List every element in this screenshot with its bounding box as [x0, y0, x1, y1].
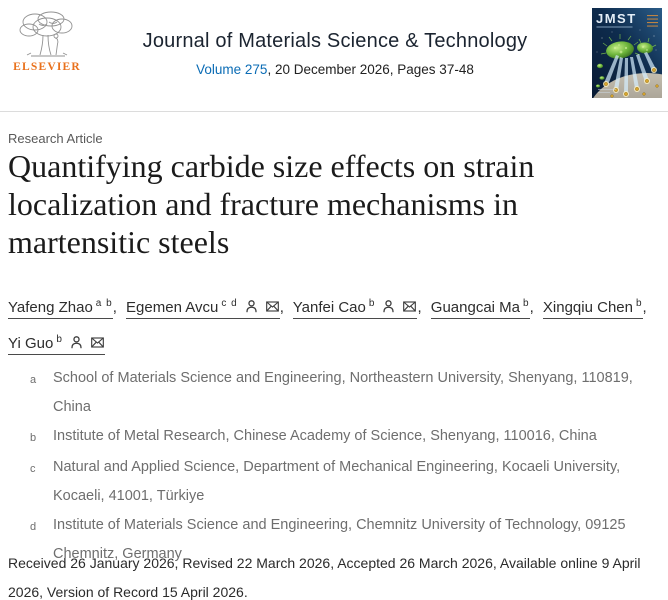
journal-title-block: Journal of Materials Science & Technolog…	[90, 30, 580, 77]
affiliation-label: b	[30, 432, 37, 444]
author-entry: Yanfei Cao b,	[292, 298, 427, 319]
elsevier-logo[interactable]: ELSEVIER	[8, 10, 86, 73]
author-list: Yafeng Zhao a b, Egemen Avcu c d, Yanfei C…	[8, 289, 663, 361]
author-entry: Xingqiu Chen b,	[542, 298, 652, 319]
affiliation-item: a School of Materials Science and Engine…	[8, 364, 658, 422]
author-separator: ,	[417, 299, 422, 316]
author-link[interactable]: Yafeng Zhao a b	[8, 298, 113, 319]
author-profile-icon[interactable]	[381, 295, 396, 325]
author-separator: ,	[642, 299, 647, 316]
author-profile-icon[interactable]	[244, 295, 259, 325]
author-affil-sup: b	[523, 298, 530, 309]
affiliation-list: a School of Materials Science and Engine…	[8, 364, 658, 569]
email-author-icon[interactable]	[265, 295, 280, 325]
author-link[interactable]: Egemen Avcu c d	[126, 298, 280, 319]
issue-info: , 20 December 2026, Pages 37-48	[267, 62, 474, 77]
article-title: Quantifying carbide size effects on stra…	[8, 148, 535, 260]
author-separator: ,	[112, 299, 117, 316]
article-type-label: Research Article	[8, 131, 103, 146]
author-entry: Yi Guo b	[8, 334, 105, 355]
author-name: Guangcai Ma	[430, 299, 520, 316]
affiliation-text: School of Materials Science and Engineer…	[53, 370, 633, 415]
journal-cover-image[interactable]: JMST	[587, 8, 668, 163]
affiliation-text: Institute of Materials Science and Engin…	[53, 517, 626, 562]
cover-light-beams	[604, 52, 656, 94]
affiliation-text: Institute of Metal Research, Chinese Aca…	[53, 428, 597, 444]
header-divider	[0, 111, 668, 112]
author-separator: ,	[529, 299, 534, 316]
author-affil-sup: c d	[221, 298, 238, 309]
author-separator: ,	[279, 299, 284, 316]
email-author-icon[interactable]	[90, 331, 105, 361]
author-affil-sup: a b	[95, 298, 113, 309]
author-link[interactable]: Yi Guo b	[8, 334, 105, 355]
affiliation-item: d Institute of Materials Science and Eng…	[8, 511, 658, 569]
affiliation-label: a	[30, 374, 37, 386]
author-name: Yanfei Cao	[292, 299, 366, 316]
author-affil-sup: b	[368, 298, 376, 309]
affiliation-text: Natural and Applied Science, Department …	[53, 459, 621, 504]
author-entry: Yafeng Zhao a b,	[8, 298, 122, 319]
author-name: Egemen Avcu	[126, 299, 219, 316]
author-name: Yafeng Zhao	[8, 299, 93, 316]
affiliation-item: c Natural and Applied Science, Departmen…	[8, 453, 658, 511]
article-dates: Received 26 January 2026, Revised 22 Mar…	[8, 555, 641, 600]
author-entry: Guangcai Ma b,	[430, 298, 539, 319]
cover-gold-nodes	[603, 67, 659, 98]
email-author-icon[interactable]	[402, 295, 417, 325]
volume-link[interactable]: Volume 275	[196, 62, 268, 77]
author-profile-icon[interactable]	[69, 331, 84, 361]
cover-masthead-text: JMST	[596, 11, 637, 26]
author-affil-sup: b	[635, 298, 643, 309]
journal-title-link[interactable]: Journal of Materials Science & Technolog…	[142, 30, 528, 52]
elsevier-tree-icon	[19, 11, 73, 57]
author-name: Xingqiu Chen	[542, 299, 633, 316]
author-link[interactable]: Guangcai Ma b	[430, 298, 530, 319]
publisher-name: ELSEVIER	[13, 61, 81, 73]
author-entry: Egemen Avcu c d,	[126, 298, 289, 319]
journal-issue-line: Volume 275, 20 December 2026, Pages 37-4…	[90, 62, 580, 77]
author-affil-sup: b	[56, 334, 63, 345]
author-link[interactable]: Xingqiu Chen b	[542, 298, 643, 319]
author-name: Yi Guo	[8, 335, 54, 352]
cover-bacteria-cluster	[596, 34, 657, 88]
affiliation-item: b Institute of Metal Research, Chinese A…	[8, 422, 658, 453]
author-link[interactable]: Yanfei Cao b	[292, 298, 418, 319]
affiliation-label: c	[30, 463, 36, 475]
affiliation-label: d	[30, 521, 37, 533]
